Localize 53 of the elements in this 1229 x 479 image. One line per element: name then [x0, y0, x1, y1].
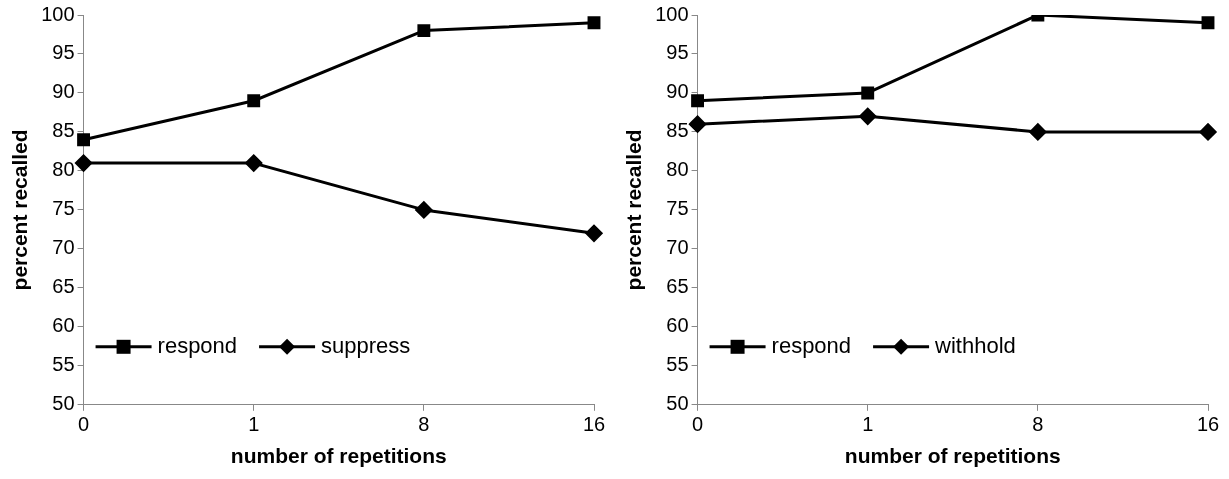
y-tick-label: 55: [52, 353, 75, 376]
x-axis-title: number of repetitions: [230, 444, 447, 468]
legend-label: respond: [771, 332, 852, 358]
legend-label: suppress: [321, 332, 411, 358]
y-tick-label: 60: [52, 314, 75, 337]
point: [245, 154, 263, 172]
y-axis-title: percent recalled: [622, 129, 646, 291]
x-tick-label: 8: [1032, 413, 1044, 436]
y-tick-label: 100: [41, 2, 75, 25]
point: [77, 133, 91, 147]
point: [691, 94, 705, 108]
legend-label: respond: [157, 332, 238, 358]
x-tick-label: 8: [418, 413, 430, 436]
y-tick-label: 95: [52, 41, 75, 64]
point: [75, 154, 93, 172]
y-tick-label: 70: [666, 236, 689, 259]
point: [417, 24, 431, 38]
point: [415, 201, 433, 219]
x-tick-label: 0: [692, 413, 704, 436]
point: [861, 86, 875, 100]
y-tick-label: 85: [666, 119, 689, 142]
y-tick-label: 80: [52, 158, 75, 181]
x-tick-label: 1: [248, 413, 260, 436]
x-tick-label: 16: [1196, 413, 1220, 436]
point: [689, 115, 707, 133]
point: [587, 16, 601, 30]
x-tick-label: 16: [582, 413, 606, 436]
x-tick-label: 1: [862, 413, 874, 436]
y-tick-label: 90: [666, 80, 689, 103]
y-tick-label: 60: [666, 314, 689, 337]
y-tick-label: 50: [52, 392, 75, 415]
x-axis-title: number of repetitions: [844, 444, 1061, 468]
y-tick-label: 65: [52, 275, 75, 298]
point: [859, 107, 877, 125]
y-tick-label: 90: [52, 80, 75, 103]
y-tick-label: 100: [655, 2, 689, 25]
y-tick-label: 95: [666, 41, 689, 64]
y-tick-label: 55: [666, 353, 689, 376]
y-tick-label: 80: [666, 158, 689, 181]
point: [585, 224, 603, 242]
y-axis-title: percent recalled: [8, 129, 32, 291]
y-tick-label: 75: [52, 197, 75, 220]
legend-label: withhold: [934, 332, 1016, 358]
y-tick-label: 65: [666, 275, 689, 298]
y-tick-label: 75: [666, 197, 689, 220]
point: [1201, 16, 1215, 30]
point: [1029, 123, 1047, 141]
y-tick-label: 85: [52, 119, 75, 142]
y-tick-label: 70: [52, 236, 75, 259]
x-tick-label: 0: [78, 413, 90, 436]
y-tick-label: 50: [666, 392, 689, 415]
point: [1199, 123, 1217, 141]
point: [247, 94, 261, 108]
